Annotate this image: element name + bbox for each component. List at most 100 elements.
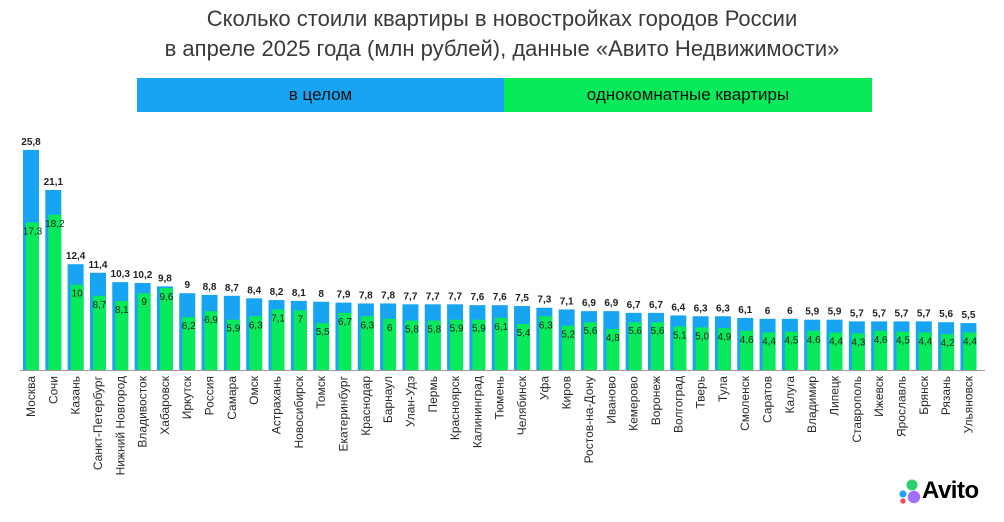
category-label: Казань (69, 376, 83, 415)
bar-one-room (226, 319, 240, 370)
value-label-one-room: 5,6 (628, 326, 642, 337)
bar-one-room (807, 330, 821, 370)
value-label-one-room: 5,9 (450, 324, 464, 335)
category-label: Киров (560, 376, 574, 409)
category-label: Улан-Удэ (403, 376, 417, 427)
value-label-all: 8,7 (225, 283, 239, 294)
bar-one-room (137, 293, 151, 370)
value-label-one-room: 5,9 (472, 324, 486, 335)
value-label-one-room: 4,4 (963, 336, 977, 347)
value-label-all: 7,1 (560, 296, 574, 307)
bar-one-room (450, 319, 464, 370)
bar-one-room (606, 329, 620, 370)
bar-one-room (494, 317, 508, 370)
value-label-all: 7,8 (359, 290, 373, 301)
legend-all-label: в целом (288, 85, 353, 104)
value-label-all: 5,6 (939, 309, 953, 320)
value-label-one-room: 4,5 (896, 336, 910, 347)
bar-one-room (829, 332, 843, 370)
bar-one-room (851, 333, 865, 370)
value-label-all: 21,1 (44, 177, 64, 188)
bar-one-room (204, 311, 218, 370)
value-label-all: 6 (765, 306, 771, 317)
value-label-all: 10,2 (133, 270, 153, 281)
value-label-one-room: 10 (72, 289, 84, 300)
value-label-one-room: 4,6 (807, 335, 821, 346)
value-label-one-room: 4,2 (941, 338, 955, 349)
bar-one-room (115, 300, 129, 370)
value-label-all: 8,1 (292, 288, 306, 299)
bar-one-room (539, 316, 553, 370)
value-label-all: 7,7 (403, 291, 417, 302)
category-label: Ставрополь (850, 376, 864, 443)
category-label: Владимир (805, 376, 819, 433)
value-label-one-room: 5,4 (517, 328, 531, 339)
bar-one-room (26, 222, 39, 370)
bar-one-room (293, 310, 307, 370)
bar-one-room (918, 332, 932, 370)
value-label-all: 12,4 (66, 251, 86, 262)
value-label-one-room: 6,3 (360, 320, 374, 331)
bar-one-room (92, 295, 106, 370)
category-label: Хабаровск (158, 375, 172, 435)
bar-one-room (48, 214, 62, 370)
category-label: Ярославль (894, 376, 908, 437)
value-label-one-room: 5,8 (427, 325, 441, 336)
chart-title-line1: Сколько стоили квартиры в новостройках г… (206, 6, 798, 31)
value-label-one-room: 6,9 (204, 315, 218, 326)
category-label: Кемерово (627, 376, 641, 431)
category-label: Иваново (604, 376, 618, 424)
category-label: Калининград (470, 376, 484, 448)
value-label-all: 7,7 (426, 291, 440, 302)
category-label: Екатеринбург (336, 375, 350, 451)
bar-one-room (338, 312, 352, 370)
value-label-all: 11,4 (88, 260, 107, 271)
value-label-one-room: 4,6 (874, 335, 888, 346)
category-label: Воронеж (649, 376, 663, 425)
bar-one-room (673, 326, 687, 370)
bar-one-room (249, 316, 263, 370)
value-label-all: 8,8 (203, 282, 217, 293)
value-label-all: 8,2 (270, 287, 284, 298)
value-label-all: 5,7 (872, 308, 886, 319)
value-label-one-room: 7,1 (271, 313, 285, 324)
legend-one-room-label: однокомнатные квартиры (586, 85, 790, 104)
category-label: Краснодар (359, 376, 373, 436)
category-label: Томск (314, 375, 328, 408)
bar-one-room (628, 322, 642, 370)
value-label-all: 6 (787, 306, 793, 317)
value-label-all: 8,4 (247, 285, 261, 296)
bar-one-room (517, 323, 531, 370)
category-label: Нижний Новгород (113, 376, 127, 475)
bar-one-room (963, 332, 977, 370)
value-label-one-room: 4,8 (606, 333, 620, 344)
bar-one-room (159, 288, 173, 370)
bar-one-room (383, 318, 397, 370)
value-label-all: 8 (318, 289, 324, 300)
category-label: Смоленск (738, 375, 752, 431)
avito-logo-icon (899, 479, 921, 504)
category-label: Иркутск (180, 375, 194, 419)
value-label-one-room: 6,7 (338, 317, 352, 328)
category-label: Челябинск (515, 375, 529, 435)
value-label-all: 5,7 (895, 308, 909, 319)
bar-one-room (405, 320, 419, 370)
category-label: Москва (24, 376, 38, 417)
value-label-one-room: 5,5 (316, 327, 330, 338)
value-label-one-room: 9 (141, 297, 147, 308)
category-label: Уфа (537, 376, 551, 400)
legend-one-room: однокомнатные квартиры (504, 78, 872, 112)
value-label-one-room: 6,2 (182, 321, 196, 332)
avito-logo: Avito (896, 476, 996, 506)
value-label-all: 6,3 (694, 303, 708, 314)
category-label: Ульяновск (961, 375, 975, 433)
value-label-all: 6,9 (582, 298, 596, 309)
category-label: Саратов (761, 376, 775, 423)
value-label-all: 6,7 (649, 300, 663, 311)
category-label: Владивосток (136, 375, 150, 447)
category-label: Сочи (46, 376, 60, 404)
value-label-all: 7,8 (381, 290, 395, 301)
value-label-one-room: 6,3 (539, 320, 553, 331)
value-label-one-room: 4,4 (762, 336, 776, 347)
